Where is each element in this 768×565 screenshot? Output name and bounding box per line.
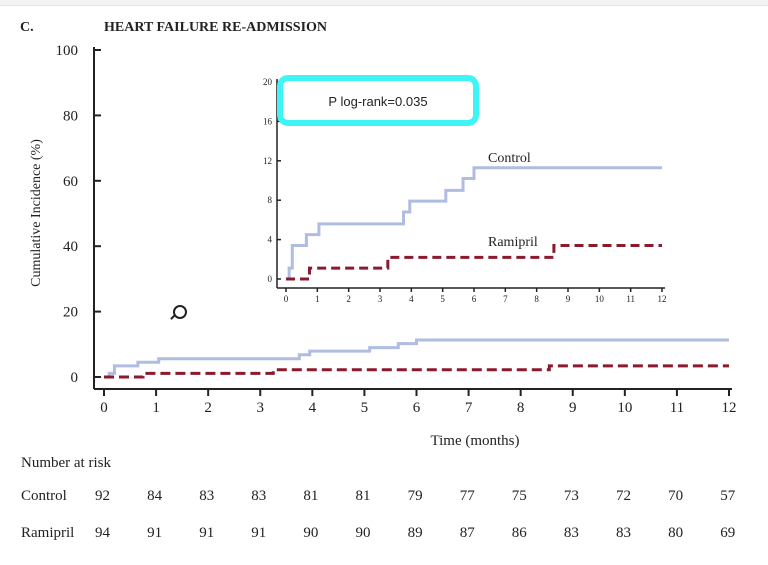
inset-x-tick-label: 4 xyxy=(409,294,414,304)
inset-x-tick-label: 11 xyxy=(626,294,635,304)
inset-x-tick-label: 2 xyxy=(346,294,351,304)
x-tick-label: 0 xyxy=(100,400,108,416)
inset-y-tick-label: 4 xyxy=(268,235,273,245)
series-control xyxy=(104,338,729,379)
x-tick-label: 7 xyxy=(465,400,473,416)
inset-series-control xyxy=(286,166,662,281)
risk-count: 83 xyxy=(563,525,579,541)
risk-count: 83 xyxy=(616,525,631,541)
risk-count: 91 xyxy=(251,525,267,541)
inset-y-tick-label: 0 xyxy=(268,274,273,284)
inset-x-tick-label: 8 xyxy=(534,294,539,304)
y-tick-label: 100 xyxy=(56,43,79,59)
risk-count: 79 xyxy=(407,488,423,504)
risk-count: 94 xyxy=(95,525,110,541)
x-tick-label: 11 xyxy=(670,400,684,416)
x-tick-label: 2 xyxy=(204,400,212,416)
inset-y-tick-label: 12 xyxy=(263,156,272,166)
y-tick-label: 80 xyxy=(63,108,78,124)
p-value-annotation: P log-rank=0.035 xyxy=(328,94,427,109)
inset-x-tick-label: 0 xyxy=(284,294,289,304)
series-ramipril xyxy=(104,364,729,379)
risk-count: 87 xyxy=(459,525,475,541)
x-tick-label: 4 xyxy=(309,400,317,416)
y-tick-label: 0 xyxy=(71,370,79,386)
inset-x-tick-label: 6 xyxy=(472,294,477,304)
x-tick-label: 10 xyxy=(617,400,632,416)
inset-x-tick-label: 5 xyxy=(440,294,445,304)
risk-count: 73 xyxy=(563,488,579,504)
risk-count: 90 xyxy=(303,525,319,541)
risk-count: 83 xyxy=(199,488,215,504)
x-tick-label: 8 xyxy=(517,400,525,416)
inset-y-tick-label: 8 xyxy=(268,195,273,205)
risk-count: 81 xyxy=(355,488,371,504)
risk-count: 89 xyxy=(407,525,423,541)
inset-x-tick-label: 7 xyxy=(503,294,508,304)
inset-x-tick-label: 9 xyxy=(566,294,571,304)
y-axis-label: Cumulative Incidence (%) xyxy=(29,139,44,287)
x-tick-label: 5 xyxy=(361,400,369,416)
risk-table-title: Number at risk xyxy=(21,455,111,471)
inset-x-tick-label: 12 xyxy=(658,294,667,304)
inset-label-control: Control xyxy=(488,151,531,166)
x-tick-label: 6 xyxy=(413,400,421,416)
y-tick-label: 60 xyxy=(63,174,78,190)
risk-count: 72 xyxy=(616,488,631,504)
y-tick-label: 40 xyxy=(63,239,78,255)
inset-x-tick-label: 3 xyxy=(378,294,383,304)
risk-count: 57 xyxy=(720,488,736,504)
x-tick-label: 12 xyxy=(722,400,737,416)
zoom-icon[interactable] xyxy=(173,305,187,319)
risk-count: 81 xyxy=(303,488,319,504)
risk-count: 92 xyxy=(95,488,110,504)
risk-count: 86 xyxy=(511,525,527,541)
x-tick-label: 9 xyxy=(569,400,577,416)
x-axis-label: Time (months) xyxy=(430,433,519,449)
risk-count: 80 xyxy=(668,525,684,541)
risk-count: 91 xyxy=(199,525,215,541)
inset-label-ramipril: Ramipril xyxy=(488,235,538,250)
chart-title: HEART FAILURE RE-ADMISSION xyxy=(104,20,327,35)
risk-row-label: Control xyxy=(21,488,67,504)
x-tick-label: 3 xyxy=(257,400,265,416)
risk-row-label: Ramipril xyxy=(21,525,75,541)
risk-count: 69 xyxy=(720,525,736,541)
risk-count: 91 xyxy=(147,525,163,541)
y-tick-label: 20 xyxy=(63,305,78,321)
risk-count: 75 xyxy=(511,488,527,504)
top-border xyxy=(0,0,768,6)
p-value-box xyxy=(277,75,479,126)
risk-count: 90 xyxy=(355,525,371,541)
risk-count: 84 xyxy=(147,488,163,504)
x-tick-label: 1 xyxy=(152,400,160,416)
risk-count: 77 xyxy=(459,488,475,504)
inset-series-ramipril xyxy=(286,244,662,281)
risk-count: 83 xyxy=(251,488,267,504)
inset-y-tick-label: 16 xyxy=(263,116,273,126)
inset-x-tick-label: 1 xyxy=(315,294,320,304)
panel-label: C. xyxy=(20,20,34,35)
risk-count: 70 xyxy=(668,488,684,504)
inset-y-tick-label: 20 xyxy=(263,77,273,87)
inset-x-tick-label: 10 xyxy=(595,294,605,304)
